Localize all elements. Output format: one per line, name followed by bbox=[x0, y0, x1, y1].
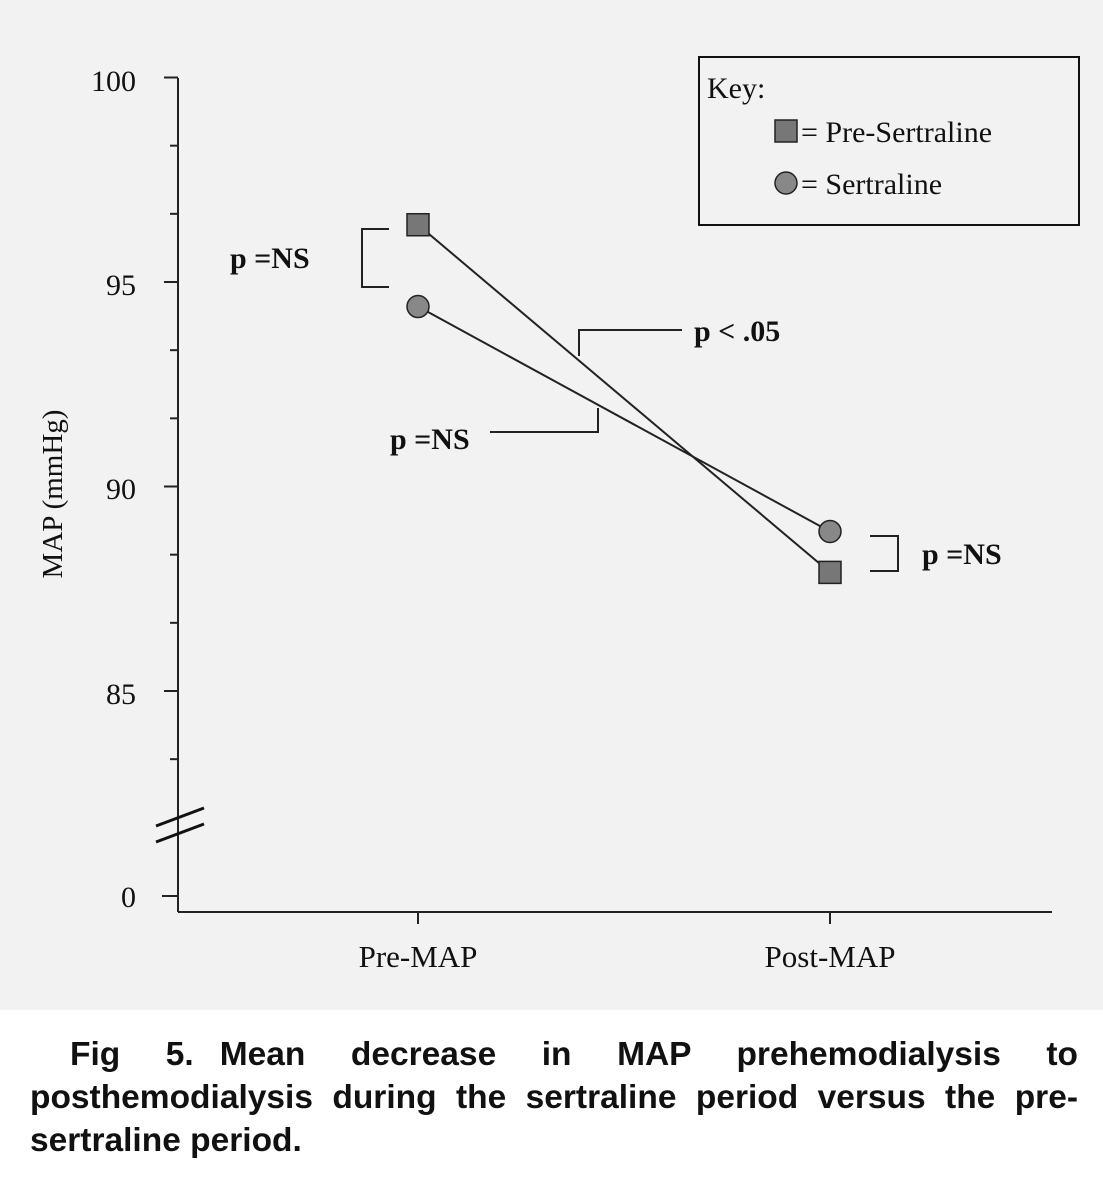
legend-title: Key: bbox=[707, 72, 765, 105]
y-tick-label: 95 bbox=[106, 269, 136, 302]
legend-circle-marker bbox=[774, 171, 798, 195]
y-ticks bbox=[164, 76, 178, 761]
caption-text: Mean decrease in MAP prehemodialysis to … bbox=[30, 1036, 1078, 1159]
legend-entry: = Pre-Sertraline bbox=[801, 116, 992, 149]
series-layer bbox=[406, 212, 842, 585]
annotation-label: p =NS bbox=[390, 423, 470, 456]
legend-entry: = Sertraline bbox=[801, 168, 942, 201]
annotations: p =NS p < .05 p =NS p =NS bbox=[230, 228, 1002, 572]
legend-box bbox=[698, 56, 1080, 226]
annotation-bracket bbox=[361, 228, 389, 288]
legend-square-marker bbox=[774, 119, 798, 143]
annotation-label: p =NS bbox=[922, 538, 1002, 571]
y-axis-title: MAP (mmHg) bbox=[37, 410, 69, 579]
x-tick-label: Pre-MAP bbox=[359, 939, 478, 974]
x-tick-label: Post-MAP bbox=[765, 939, 896, 974]
annotation-label: p =NS bbox=[230, 242, 310, 275]
annotation-leader bbox=[578, 329, 682, 356]
figure-caption: Fig 5. Mean decrease in MAP prehemodialys… bbox=[30, 1033, 1078, 1162]
annotation-label: p < .05 bbox=[694, 315, 780, 348]
axes bbox=[155, 78, 1052, 924]
circle-data-point bbox=[818, 519, 842, 544]
y-tick-label: 85 bbox=[106, 678, 136, 711]
y-tick-label: 0 bbox=[121, 881, 136, 914]
legend: Key: = Pre-Sertraline = Sertraline bbox=[698, 56, 1080, 226]
circle-data-point bbox=[406, 294, 430, 319]
caption-number: Fig 5. bbox=[70, 1036, 194, 1073]
square-data-point bbox=[818, 560, 842, 585]
y-tick-label: 100 bbox=[91, 65, 136, 98]
series-line bbox=[417, 305, 831, 533]
chart: 100 95 90 85 0 MAP (mmHg) Pre-MAP Post-M… bbox=[37, 56, 1080, 974]
axis-break-mark bbox=[155, 822, 205, 844]
axis-break-mark bbox=[155, 806, 205, 828]
series-line bbox=[417, 223, 831, 574]
annotation-bracket bbox=[870, 535, 899, 572]
square-data-point bbox=[406, 212, 430, 237]
figure-panel: 100 95 90 85 0 MAP (mmHg) Pre-MAP Post-M… bbox=[0, 0, 1103, 1010]
annotation-leader bbox=[490, 408, 599, 433]
y-tick-label: 90 bbox=[106, 473, 136, 506]
